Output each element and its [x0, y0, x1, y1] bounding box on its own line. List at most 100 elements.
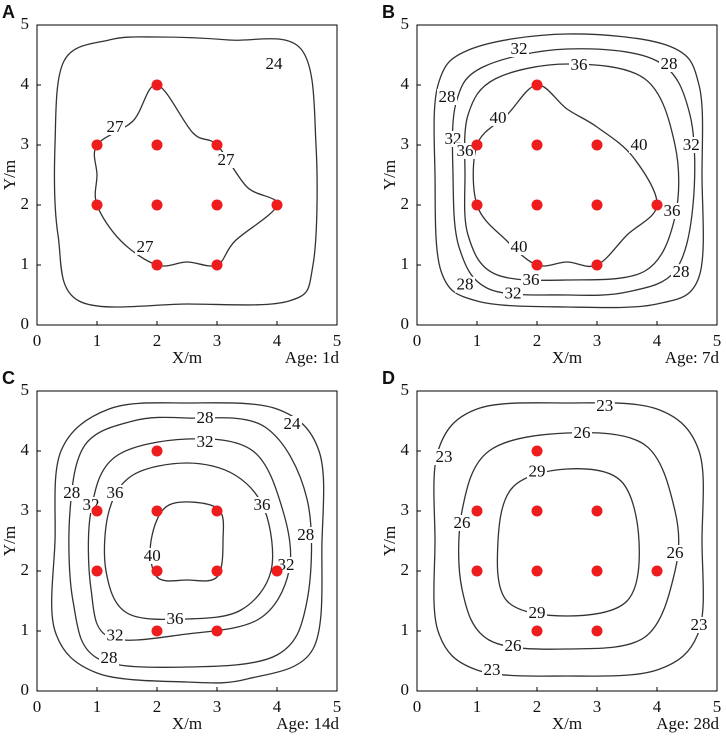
- contour-label: 29: [529, 461, 546, 480]
- contour-label: 28: [439, 87, 456, 106]
- contour-label-bg: [629, 137, 649, 153]
- contour-label: 40: [631, 135, 648, 154]
- contour-line: [103, 462, 274, 621]
- contour-label: 23: [691, 615, 708, 634]
- x-tick-label: 3: [213, 331, 222, 350]
- contour-label: 27: [137, 237, 155, 256]
- contour-label: 26: [574, 423, 591, 442]
- contour-label: 26: [667, 543, 684, 562]
- point: [651, 199, 663, 211]
- contour-label-bg: [252, 497, 272, 513]
- contour-label-bg: [488, 110, 508, 126]
- x-tick-label: 0: [413, 331, 422, 350]
- y-tick-label: 1: [401, 620, 410, 639]
- x-tick-label: 4: [653, 697, 662, 716]
- contour-label-bg: [105, 485, 125, 501]
- x-tick-label: 5: [333, 331, 342, 350]
- contour-label: 36: [457, 141, 474, 160]
- point: [531, 199, 543, 211]
- contour-label: 36: [107, 483, 124, 502]
- contour-label-bg: [295, 527, 316, 543]
- contour-label: 26: [454, 513, 471, 532]
- contour-line: [496, 468, 640, 617]
- point: [211, 199, 223, 211]
- contour-label-bg: [569, 57, 589, 74]
- contour-label-bg: [434, 449, 454, 465]
- x-tick-label: 4: [273, 331, 282, 350]
- contour-label-bg: [216, 152, 236, 168]
- age-annotation: Age: 1d: [285, 348, 340, 367]
- point: [211, 565, 223, 577]
- y-tick-label: 1: [401, 254, 410, 273]
- contour-label-bg: [437, 89, 457, 105]
- contour-label-bg: [195, 410, 215, 426]
- contour-label-bg: [99, 650, 119, 666]
- x-axis-label: X/m: [552, 348, 582, 367]
- contour-label-bg: [135, 239, 155, 255]
- y-tick-label: 4: [401, 440, 410, 459]
- contour-label: 36: [664, 201, 681, 220]
- point: [591, 565, 603, 577]
- contour-label: 28: [673, 262, 690, 281]
- point: [151, 505, 163, 517]
- y-tick-label: 3: [401, 500, 410, 519]
- contour-label-bg: [521, 272, 541, 288]
- contour-label: 40: [144, 546, 161, 565]
- y-tick-label: 1: [21, 254, 30, 273]
- contour-line: [68, 416, 313, 669]
- contour-line: [51, 402, 325, 684]
- point: [151, 79, 163, 91]
- point: [91, 505, 103, 517]
- y-tick-label: 4: [401, 74, 410, 93]
- point: [531, 565, 543, 577]
- x-tick-label: 5: [713, 697, 722, 716]
- x-tick-label: 0: [33, 697, 42, 716]
- contour-label: 26: [505, 636, 522, 655]
- y-axis-label: Y/m: [0, 526, 19, 556]
- contour-label-bg: [527, 463, 547, 480]
- contour-label: 28: [101, 648, 118, 667]
- point: [471, 199, 483, 211]
- point: [151, 199, 163, 211]
- point: [211, 625, 223, 637]
- contour-label-bg: [61, 485, 82, 501]
- panel-label: C: [2, 368, 15, 388]
- y-tick-label: 2: [401, 560, 410, 579]
- panel: A 24 27 27 27 0 1 2 3 4 5 0 1 2 3 4 5 X/m Y/m Age: 1d: [0, 2, 341, 367]
- point: [91, 565, 103, 577]
- y-tick-label: 0: [21, 314, 30, 333]
- point: [531, 625, 543, 637]
- point: [471, 139, 483, 151]
- contour-label-bg: [165, 611, 185, 627]
- age-annotation: Age: 14d: [276, 714, 339, 733]
- contour-label-bg: [455, 276, 475, 293]
- contour-label-bg: [509, 239, 529, 255]
- contour-label: 36: [254, 495, 271, 514]
- contour-label-bg: [509, 41, 529, 57]
- contour-line: [87, 438, 292, 641]
- contour-label-bg: [455, 143, 475, 159]
- contour-line: [463, 63, 680, 281]
- contour-label: 23: [596, 396, 613, 415]
- point: [151, 259, 163, 271]
- y-axis-label: Y/m: [380, 160, 399, 190]
- point: [91, 199, 103, 211]
- point: [271, 565, 283, 577]
- y-tick-label: 0: [401, 680, 410, 699]
- y-axis-label: Y/m: [380, 526, 399, 556]
- contour-label: 32: [683, 135, 700, 154]
- contour-label: 27: [107, 117, 125, 136]
- contour-label-bg: [503, 285, 523, 302]
- x-axis-label: X/m: [552, 714, 582, 733]
- y-tick-label: 2: [21, 194, 30, 213]
- age-annotation: Age: 7d: [665, 348, 720, 367]
- contour-label: 28: [63, 483, 80, 502]
- x-tick-label: 4: [273, 697, 282, 716]
- contour-label-bg: [282, 416, 302, 432]
- x-tick-label: 0: [33, 331, 42, 350]
- x-tick-label: 2: [533, 697, 542, 716]
- point: [211, 505, 223, 517]
